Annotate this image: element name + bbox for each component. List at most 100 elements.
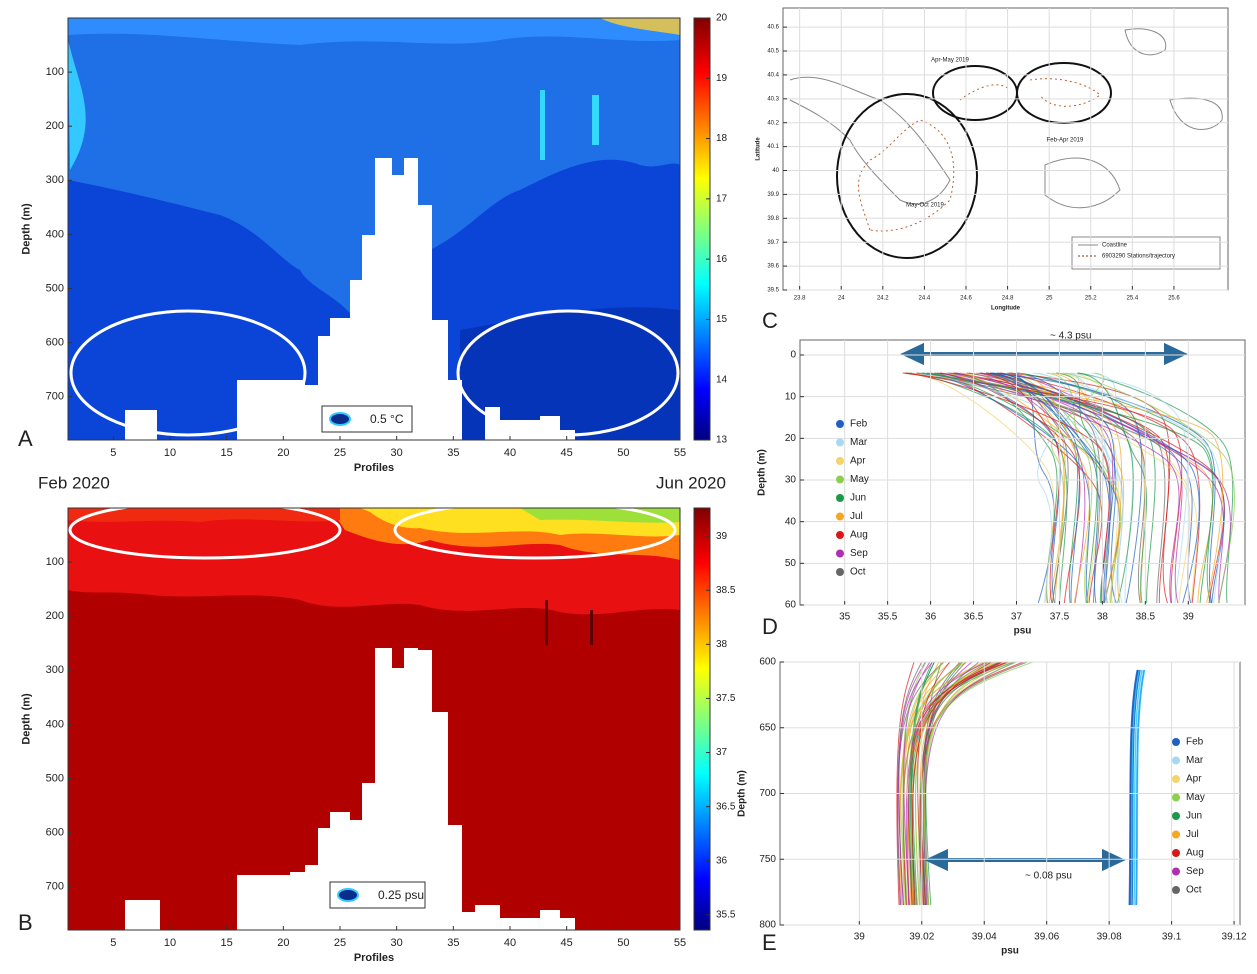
colorbar-tick-label: 19: [716, 73, 728, 84]
y-tick-label: 600: [46, 827, 64, 839]
x-tick-label: 39.12: [1222, 932, 1247, 943]
legend-swatch: [836, 549, 844, 558]
x-axis-label: Longitude: [991, 306, 1021, 312]
y-axis-label: Depth (m): [737, 770, 748, 817]
colorbar-tick-label: 20: [716, 13, 728, 24]
annotation: 0.25 psu: [378, 888, 424, 902]
x-tick-label: 24.6: [960, 296, 972, 302]
y-tick-label: 200: [46, 610, 64, 622]
x-tick-label: 50: [617, 937, 629, 949]
x-tick-label: 10: [164, 447, 176, 459]
y-tick-label: 100: [46, 66, 64, 78]
map-features: [789, 28, 1223, 270]
x-tick-label: 20: [277, 447, 289, 459]
profile-line: [900, 661, 988, 906]
profile-line: [1136, 669, 1146, 906]
y-tick-label: 750: [759, 854, 776, 865]
y-tick-label: 200: [46, 120, 64, 132]
y-tick-label: 39.5: [767, 288, 779, 294]
legend-label: Oct: [1186, 885, 1202, 896]
colorbar-tick-label: 16: [716, 254, 728, 265]
x-tick-label: 38.5: [1136, 612, 1156, 623]
profile-line: [902, 661, 927, 906]
panel-letter: E: [762, 930, 777, 955]
legend-label: Mar: [850, 437, 868, 448]
x-tick-label: 20: [277, 937, 289, 949]
x-axis-label: Profiles: [354, 462, 394, 474]
legend-label: Sep: [850, 548, 868, 559]
legend-swatch: [836, 457, 844, 465]
y-tick-label: 39.7: [767, 240, 779, 246]
y-tick-label: 39.8: [767, 216, 779, 222]
y-tick-label: 39.9: [767, 192, 779, 198]
profile-line: [976, 372, 1231, 604]
panel-letter: B: [18, 910, 33, 935]
axes-frame: [67, 17, 681, 441]
profile-line: [999, 372, 1099, 604]
legend-label: Sep: [1186, 866, 1204, 877]
x-tick-label: 10: [164, 937, 176, 949]
x-tick-label: 5: [110, 937, 116, 949]
colorbar-tick-label: 36: [716, 855, 728, 866]
colorbar-tick-label: 35.5: [716, 909, 736, 920]
legend-swatch: [1172, 793, 1180, 802]
temperature-field: [68, 18, 680, 440]
panel-letter: C: [762, 308, 778, 333]
x-tick-label: 55: [674, 447, 686, 459]
y-axis-label: Depth (m): [757, 449, 768, 496]
colorbar-tick-label: 39: [716, 531, 728, 542]
x-tick-label: 38: [1097, 612, 1109, 623]
x-tick-label: 39.04: [972, 932, 997, 943]
x-tick-label: 25: [1046, 296, 1053, 302]
legend-swatch: [836, 494, 844, 502]
legend-label: Apr: [1186, 774, 1202, 785]
profile-line: [991, 372, 1143, 604]
profile-line: [1131, 669, 1141, 906]
x-tick-label: 39: [1183, 612, 1195, 623]
x-tick-label: 37.5: [1050, 612, 1070, 623]
annotation: May-Oct 2019: [906, 203, 944, 209]
legend-label: Mar: [1186, 755, 1204, 766]
x-tick-label: 39.1: [1162, 932, 1182, 943]
colorbar-tick-label: 13: [716, 435, 728, 446]
x-tick-label: 37: [1011, 612, 1023, 623]
legend-swatch: [1172, 886, 1180, 894]
annotation: Feb-Apr 2019: [1047, 138, 1084, 144]
x-tick-label: 35: [447, 447, 459, 459]
profile-line: [905, 372, 1110, 604]
profile-line: [896, 661, 915, 906]
legend-swatch: [836, 438, 844, 447]
colorbar-tick-label: 36.5: [716, 801, 736, 812]
y-tick-label: 700: [46, 881, 64, 893]
profile-line: [1135, 669, 1145, 906]
axes-frame: [67, 507, 681, 931]
x-axis-label: psu: [1001, 946, 1019, 957]
profile-line: [1017, 372, 1216, 604]
profile-line: [923, 661, 967, 906]
profile-line: [911, 661, 995, 906]
range-arrows: [900, 342, 1188, 872]
x-tick-label: 25.2: [1085, 296, 1097, 302]
legend-label: Jul: [850, 511, 863, 522]
legend-swatch: [1172, 775, 1180, 783]
x-tick-label: 23.8: [794, 296, 806, 302]
x-tick-label: 24.2: [877, 296, 889, 302]
profile-line: [908, 661, 965, 906]
y-tick-label: 40.5: [767, 49, 779, 55]
legend-label: Feb: [850, 419, 868, 430]
legend-label: May: [850, 474, 869, 485]
profile-line: [917, 661, 951, 906]
profile-line: [1056, 372, 1098, 604]
annotation: Feb 2020: [38, 473, 110, 492]
colorbar-tick-label: 17: [716, 193, 728, 204]
y-tick-label: 500: [46, 282, 64, 294]
x-tick-label: 25: [334, 937, 346, 949]
y-tick-label: 40.2: [767, 120, 779, 126]
x-tick-label: 40: [504, 937, 516, 949]
legend-swatch: [1172, 830, 1180, 839]
profile-line: [924, 661, 980, 906]
profile-line: [940, 372, 1180, 604]
x-axis-label: Profiles: [354, 952, 394, 964]
profile-line: [919, 661, 1002, 906]
colorbar-tick-label: 37.5: [716, 693, 736, 704]
